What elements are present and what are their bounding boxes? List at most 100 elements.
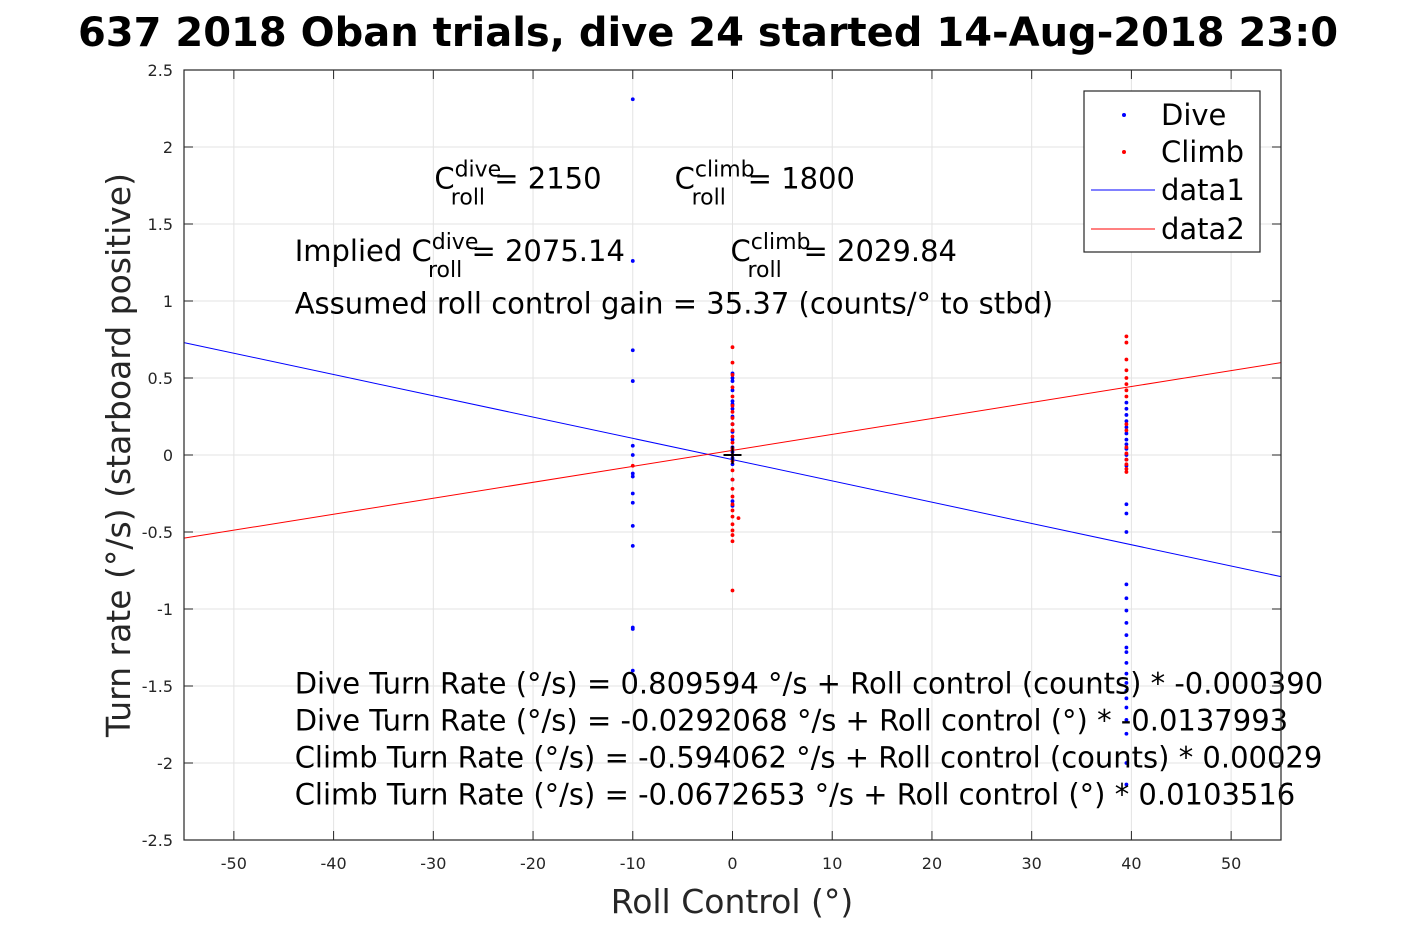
annotation-part: = 2075.14 (462, 234, 625, 268)
climb-point (1124, 394, 1129, 399)
annotation-part: climb (695, 158, 755, 183)
annotation-part: Climb Turn Rate (°/s) = -0.594062 °/s + … (295, 741, 1323, 775)
annotations: Cdive roll = 2150 Cclimb roll = 1800 Implied… (295, 158, 1323, 812)
climb-point (730, 514, 735, 519)
dive-point (1124, 596, 1129, 601)
climb-point (1124, 357, 1129, 362)
climb-point (730, 533, 735, 537)
annotation-text: Cclimb roll = 2029.84 (731, 230, 957, 283)
annotation-part: dive (455, 158, 502, 183)
climb-point (730, 360, 735, 365)
climb-point (730, 522, 735, 527)
dive-point (730, 499, 735, 504)
annotation-part: dive (432, 230, 479, 255)
dive-point (1124, 431, 1129, 436)
climb-point (730, 528, 735, 533)
climb-point (730, 428, 735, 433)
climb-point (1124, 388, 1129, 393)
dive-point (730, 406, 735, 411)
plot-frame (183, 69, 1282, 841)
dive-point (630, 523, 635, 528)
dive-point (1124, 582, 1129, 587)
dive-point (1124, 608, 1129, 613)
climb-point (730, 539, 735, 544)
climb-point (730, 345, 735, 350)
annotation-part: C (434, 162, 454, 196)
legend-marker-climb (1122, 150, 1126, 154)
y-tick-label: -1.5 (142, 677, 173, 696)
climb-point (730, 385, 735, 390)
dive-point (1124, 717, 1129, 722)
climb-point (730, 373, 735, 377)
dive-point (1124, 731, 1129, 736)
dive-point (630, 379, 635, 383)
dive-point (1124, 502, 1129, 507)
y-tick-label: 1.5 (148, 215, 173, 234)
dive-point (630, 474, 635, 479)
climb-point (730, 440, 735, 445)
y-tick-label: -0.5 (142, 523, 173, 542)
climb-point (1124, 466, 1129, 471)
climb-point (730, 477, 735, 482)
y-tick-label: 2 (163, 138, 173, 157)
annotation-part: Assumed roll control gain = 35.37 (count… (295, 286, 1054, 320)
x-tick-label: -30 (420, 854, 446, 873)
dive-point (730, 376, 735, 380)
climb-point (730, 403, 735, 408)
series-layer (183, 97, 1282, 787)
x-tick-label: -40 (321, 854, 347, 873)
x-tick-label: 0 (727, 854, 737, 873)
dive-point (630, 97, 635, 102)
x-tick-label: -20 (520, 854, 546, 873)
annotation-part: roll (451, 186, 485, 211)
dive-point (630, 453, 635, 457)
annotation-part: = 2029.84 (794, 234, 957, 268)
legend-marker-dive (1122, 113, 1126, 117)
annotation-part: Implied C (295, 234, 432, 268)
dive-point (630, 627, 635, 631)
climb-point (730, 588, 735, 593)
y-tick-label: -2.5 (142, 831, 173, 850)
climb-point (730, 422, 735, 427)
dive-point (630, 500, 635, 505)
dive-point (1124, 419, 1129, 424)
climb-point (1124, 340, 1129, 345)
x-tick-label: -50 (221, 854, 247, 873)
annotation-text: Dive Turn Rate (°/s) = -0.0292068 °/s + … (295, 704, 1288, 738)
dive-point (630, 259, 635, 263)
x-tick-label: 50 (1221, 854, 1241, 873)
annotation-text: Cclimb roll = 1800 (675, 158, 855, 211)
y-tick-label: 0 (163, 446, 173, 465)
legend-label-data2: data2 (1161, 212, 1245, 246)
dive-point (730, 379, 735, 383)
dive-point (1124, 661, 1129, 665)
climb-point (1124, 462, 1129, 467)
dive-point (1124, 671, 1129, 676)
legend-label-climb: Climb (1161, 135, 1244, 169)
climb-point (1124, 382, 1129, 387)
climb-point (736, 516, 741, 521)
dive-point (1124, 406, 1129, 411)
axis-ticks: -50 -40 -30 -20 -10 0 10 20 30 40 50-2.5-2-1.5-1-0… (142, 61, 1281, 873)
dive-point (630, 348, 635, 353)
y-tick-label: -2 (157, 754, 173, 773)
dive-point (1124, 511, 1129, 516)
dive-point (1124, 681, 1129, 685)
climb-point (1124, 457, 1129, 462)
dive-point (1124, 650, 1129, 655)
climb-point (1124, 470, 1129, 474)
legend-label-dive: Dive (1161, 98, 1226, 132)
y-axis-label: Turn rate (°/s) (starboard positive) (99, 173, 138, 738)
dive-point (1124, 413, 1129, 417)
annotation-part: C (731, 234, 751, 268)
legend-box (1083, 90, 1261, 253)
dive-point (1124, 696, 1129, 701)
dive-point (1124, 782, 1129, 787)
dive-point (1124, 688, 1129, 693)
x-tick-label: 30 (1022, 854, 1042, 873)
climb-point (730, 502, 735, 507)
chart-title: 637 2018 Oban trials, dive 24 started 14… (78, 10, 1338, 56)
annotation-text: Climb Turn Rate (°/s) = -0.594062 °/s + … (295, 741, 1323, 775)
climb-point (1124, 445, 1129, 450)
